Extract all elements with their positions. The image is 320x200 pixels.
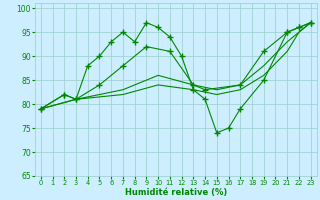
X-axis label: Humidité relative (%): Humidité relative (%) bbox=[124, 188, 227, 197]
